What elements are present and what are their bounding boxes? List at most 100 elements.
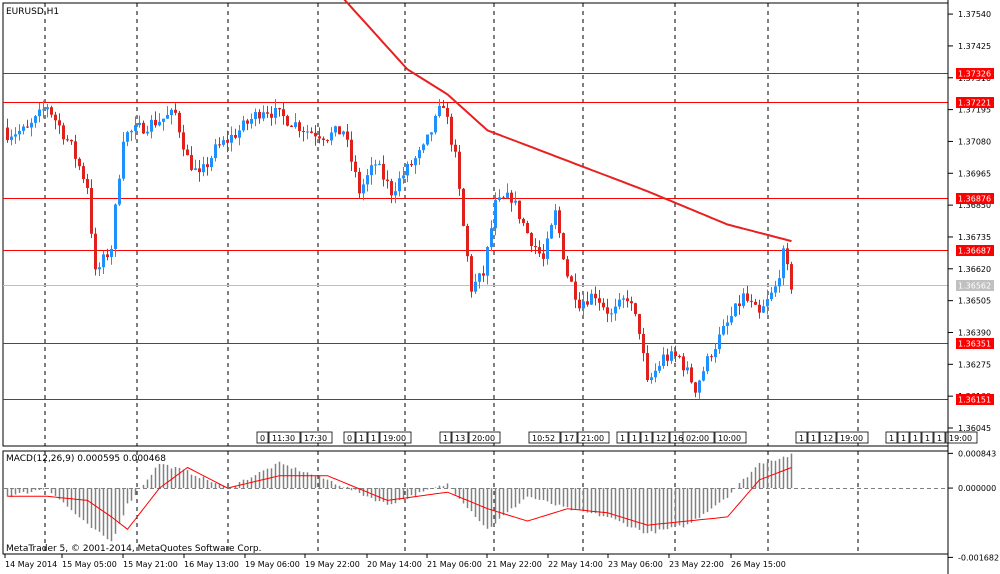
candle-body [146, 131, 149, 134]
candle-body [198, 168, 201, 173]
candle-body [478, 273, 481, 282]
event-markers: 0 11:30 17:30 0 1 1 19:00 1 13 20:00 10:52 17 21:00 1… [256, 431, 978, 444]
candle-body [254, 112, 257, 119]
event-marker-label: 1 [925, 434, 930, 443]
candle-body [114, 204, 117, 249]
macd-signal-line [7, 466, 792, 531]
event-marker-label: 1 [359, 434, 364, 443]
event-marker [885, 431, 898, 444]
candle-body [298, 122, 301, 132]
time-tick-label: 15 May 05:00 [62, 560, 117, 569]
macd-pane-frame [2, 450, 949, 555]
candle-body [122, 141, 125, 179]
candle-body [422, 144, 425, 151]
candles [6, 99, 793, 399]
candle-body [650, 377, 653, 381]
event-marker [300, 431, 333, 444]
level-badge-label: 1.36876 [958, 195, 991, 204]
candle-body [646, 353, 649, 381]
candle-body [698, 380, 701, 393]
event-marker [560, 431, 578, 444]
candle-body [26, 126, 29, 128]
candle-body [238, 130, 241, 138]
candle-body [550, 224, 553, 239]
event-marker [945, 431, 978, 444]
candle-body [762, 306, 765, 313]
candle-body [546, 238, 549, 259]
candle-body [486, 247, 489, 276]
candle-body [658, 365, 661, 371]
candle-body [274, 107, 277, 118]
time-tick-label: 21 May 06:00 [427, 560, 482, 569]
price-tick-label: 1.37540 [958, 10, 991, 19]
candle-body [190, 155, 193, 170]
candle-body [438, 105, 441, 116]
price-pane[interactable]: EURUSD,H1 0 11:30 17:30 0 1 1 19:00 1 13 20:00 10:… [2, 0, 978, 447]
candle-body [162, 118, 165, 122]
price-tick-label: 1.36390 [958, 328, 991, 337]
event-marker-label: 1 [799, 434, 804, 443]
level-badge-label: 1.36687 [958, 247, 991, 256]
price-tick-label: 1.36275 [958, 360, 991, 369]
time-tick-label: 23 May 22:00 [669, 560, 724, 569]
macd-tick-label: -0.001682 [958, 553, 999, 562]
event-marker-label: 1 [620, 434, 625, 443]
level-badge-label: 1.37326 [958, 70, 991, 79]
candle-body [62, 125, 65, 140]
candle-body [742, 293, 745, 307]
candle-body [766, 299, 769, 307]
candle-body [102, 254, 105, 268]
level-lines[interactable] [3, 73, 948, 400]
candle-body [502, 197, 505, 199]
candle-body [262, 112, 265, 119]
level-badge-bg [956, 68, 994, 79]
candle-body [574, 281, 577, 300]
candle-body [626, 298, 629, 302]
macd-pane[interactable]: MACD(12,26,9) 0.000595 0.000468 MetaTrad… [2, 450, 949, 555]
candle-body [450, 116, 453, 145]
candle-body [330, 132, 333, 141]
candle-body [394, 191, 397, 196]
candle-body [582, 301, 585, 309]
candle-body [130, 130, 133, 133]
candle-body [378, 163, 381, 165]
time-tick-label: 22 May 14:00 [548, 560, 603, 569]
event-marker-label: 17 [564, 434, 574, 443]
candle-body [770, 292, 773, 300]
event-marker-label: 0 [260, 434, 265, 443]
candle-body [610, 313, 613, 315]
candle-body [606, 307, 609, 314]
candle-body [226, 140, 229, 143]
candle-body [118, 178, 121, 205]
candle-body [730, 316, 733, 323]
candle-body [230, 134, 233, 143]
event-marker-label: 1 [913, 434, 918, 443]
event-marker [640, 431, 653, 444]
event-marker [355, 431, 368, 444]
candle-body [46, 107, 49, 110]
candle-body [166, 115, 169, 119]
candle-body [558, 210, 561, 234]
candle-body [306, 131, 309, 133]
candle-body [638, 314, 641, 334]
candle-body [66, 139, 69, 141]
candle-body [454, 144, 457, 152]
candle-body [310, 131, 313, 133]
candle-body [138, 122, 141, 126]
event-marker-label: 19:00 [949, 434, 972, 443]
candle-body [554, 210, 557, 225]
time-tick-label: 20 May 14:00 [367, 560, 422, 569]
level-price-badges: 1.37326 1.37221 1.36876 1.36687 1.36351 1.361… [956, 68, 994, 405]
candle-body [586, 301, 589, 305]
level-badge-label: 1.37221 [958, 99, 991, 108]
event-marker [836, 431, 869, 444]
event-marker [897, 431, 910, 444]
event-marker [921, 431, 934, 444]
candle-body [174, 109, 177, 113]
candle-body [726, 322, 729, 327]
candle-body [350, 139, 353, 162]
candle-body [418, 150, 421, 159]
candle-body [366, 175, 369, 185]
candle-body [482, 273, 485, 276]
